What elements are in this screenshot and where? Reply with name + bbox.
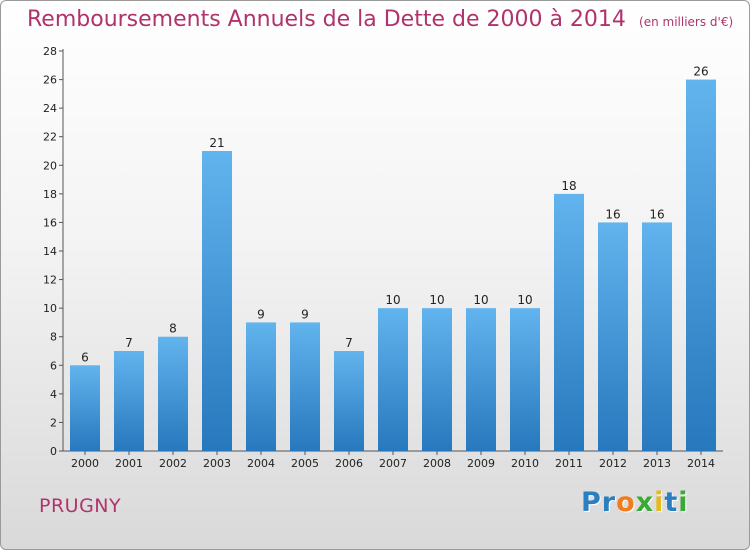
data-label-2006: 7 [345, 336, 353, 350]
labels: 0246810121416182022242628200062001720028… [43, 45, 715, 470]
commune-name: PRUGNY [39, 495, 122, 517]
y-tick-label: 0 [50, 445, 57, 458]
x-tick-label-2001: 2001 [115, 457, 143, 470]
bar-2014 [686, 79, 716, 452]
chart-title: Remboursements Annuels de la Dette de 20… [27, 7, 626, 32]
x-tick-label-2014: 2014 [687, 457, 715, 470]
data-label-2002: 8 [169, 322, 177, 336]
bar-2003 [202, 151, 232, 451]
logo-letter: i [678, 487, 689, 518]
x-tick-label-2013: 2013 [643, 457, 671, 470]
y-tick-label: 20 [43, 159, 57, 172]
x-tick-label-2004: 2004 [247, 457, 275, 470]
bar-2008 [422, 308, 452, 451]
data-label-2003: 21 [209, 136, 224, 150]
data-label-2001: 7 [125, 336, 133, 350]
chart-subtitle: (en milliers d'€) [639, 15, 734, 29]
bar-2004 [246, 322, 276, 451]
x-tick-label-2006: 2006 [335, 457, 363, 470]
data-label-2013: 16 [649, 207, 664, 221]
bar-2012 [598, 222, 628, 451]
title-line: Remboursements Annuels de la Dette de 20… [27, 7, 733, 32]
x-tick-label-2008: 2008 [423, 457, 451, 470]
data-label-2004: 9 [257, 307, 265, 321]
data-label-2008: 10 [429, 293, 444, 307]
y-tick-label: 2 [50, 416, 57, 429]
bar-2007 [378, 308, 408, 451]
data-label-2011: 18 [561, 179, 576, 193]
x-tick-label-2010: 2010 [511, 457, 539, 470]
y-tick-label: 28 [43, 45, 57, 58]
data-label-2007: 10 [385, 293, 400, 307]
bars [70, 79, 716, 452]
y-tick-label: 6 [50, 359, 57, 372]
x-tick-label-2012: 2012 [599, 457, 627, 470]
x-tick-label-2005: 2005 [291, 457, 319, 470]
data-label-2014: 26 [693, 65, 708, 79]
data-label-2012: 16 [605, 207, 620, 221]
x-tick-label-2009: 2009 [467, 457, 495, 470]
bar-2013 [642, 222, 672, 451]
x-tick-label-2003: 2003 [203, 457, 231, 470]
y-tick-label: 18 [43, 188, 57, 201]
x-tick-label-2011: 2011 [555, 457, 583, 470]
bar-2005 [290, 322, 320, 451]
y-tick-label: 10 [43, 302, 57, 315]
y-tick-label: 4 [50, 388, 57, 401]
x-tick-label-2000: 2000 [71, 457, 99, 470]
logo-letter: x [635, 487, 655, 518]
bar-2009 [466, 308, 496, 451]
x-tick-label-2007: 2007 [379, 457, 407, 470]
y-tick-label: 26 [43, 74, 57, 87]
data-label-2010: 10 [517, 293, 532, 307]
y-tick-label: 12 [43, 274, 57, 287]
y-tick-label: 14 [43, 245, 57, 258]
y-tick-label: 22 [43, 131, 57, 144]
y-tick-label: 8 [50, 331, 57, 344]
bar-2002 [158, 336, 188, 451]
logo-letter: t [664, 487, 679, 518]
proxiti-logo: Proxiti [581, 487, 689, 518]
logo-letter: i [654, 487, 665, 518]
logo-letter: r [601, 487, 617, 518]
bar-2010 [510, 308, 540, 451]
logo-letter: o [616, 487, 636, 518]
bar-2001 [114, 351, 144, 451]
x-tick-label-2002: 2002 [159, 457, 187, 470]
data-label-2009: 10 [473, 293, 488, 307]
bar-2000 [70, 365, 100, 451]
logo-letter: P [581, 487, 602, 518]
bar-2006 [334, 351, 364, 451]
y-tick-label: 16 [43, 216, 57, 229]
data-label-2000: 6 [81, 350, 89, 364]
data-label-2005: 9 [301, 307, 309, 321]
y-tick-label: 24 [43, 102, 57, 115]
bar-2011 [554, 193, 584, 451]
